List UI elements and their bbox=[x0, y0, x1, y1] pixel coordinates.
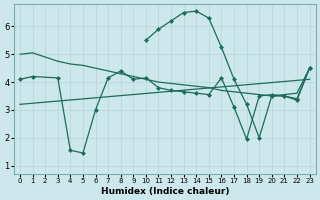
X-axis label: Humidex (Indice chaleur): Humidex (Indice chaleur) bbox=[100, 187, 229, 196]
